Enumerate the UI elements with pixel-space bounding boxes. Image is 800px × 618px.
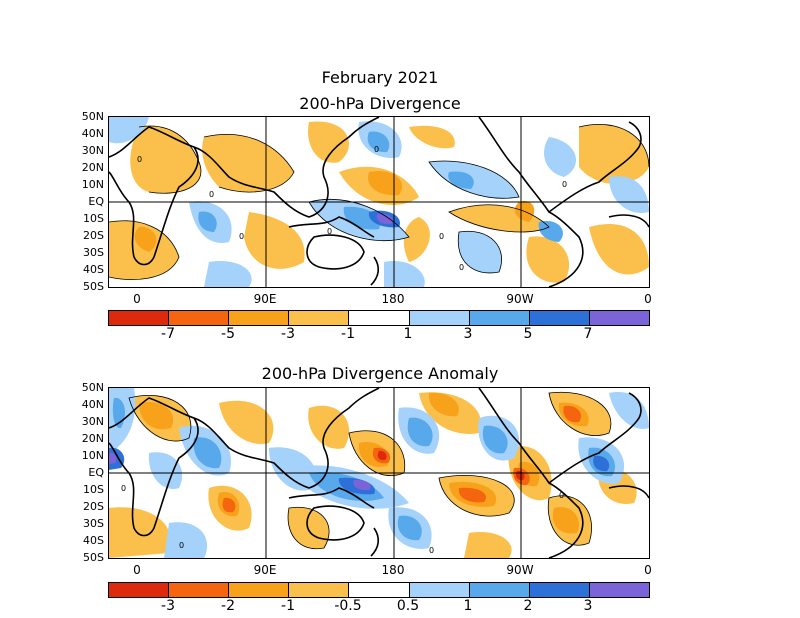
contour-label: 0 [179,541,184,550]
colorbar-label: 2 [523,598,533,614]
divergence-anomaly-map: 0 0 0 0 [108,387,650,559]
colorbar-swatch [529,583,590,597]
divergence-map: 0 0 0 0 0 0 0 0 [108,116,650,288]
lat-label: 10N [81,178,104,191]
lat-label: 10S [83,212,104,225]
colorbar-label: 1 [463,598,473,614]
lat-label: 20N [81,161,104,174]
lat-label: 20S [83,229,104,242]
colorbar-swatch [109,311,170,325]
colorbar-swatch [409,311,470,325]
contour-label: 0 [209,190,214,199]
lon-label: 180 [381,292,405,306]
colorbar-swatch [229,311,290,325]
lon-label: 90E [253,292,277,306]
colorbar-label: 7 [583,326,593,342]
colorbar-label: -1 [341,326,355,342]
colorbar-swatch [169,311,230,325]
colorbar-swatch [409,583,470,597]
lon-label: 0 [133,292,141,306]
figure-title: February 2021 [321,68,439,87]
lat-label: 20N [81,432,104,445]
lon-label: 0 [133,563,141,577]
colorbar-label: -3 [161,598,175,614]
colorbar-label: -0.5 [334,598,362,614]
lon-label: 90E [253,563,277,577]
lat-label: 30N [81,415,104,428]
lon-label: 0 [644,563,652,577]
top-panel-title: 200-hPa Divergence [299,94,461,113]
contour-label: 0 [439,232,444,241]
lat-label: 20S [83,500,104,513]
colorbar-label: -2 [221,598,235,614]
contour-label: 0 [327,227,332,236]
colorbar-label: -5 [221,326,235,342]
colorbar-label: 3 [583,598,593,614]
lat-label: 30N [81,144,104,157]
colorbar-swatch [229,583,290,597]
lat-label: 30S [83,517,104,530]
lat-label: 30S [83,246,104,259]
contour-label: 0 [429,546,434,555]
contour-label: 0 [121,484,126,493]
lat-label: EQ [88,466,104,479]
lat-label: 10N [81,449,104,462]
colorbar-label: 0.5 [396,598,420,614]
bottom-panel-title: 200-hPa Divergence Anomaly [261,364,499,383]
contour-label: 0 [137,155,142,164]
divergence-field: 0 0 0 0 0 0 0 0 [109,117,649,287]
lat-label: EQ [88,195,104,208]
colorbar-label: -3 [281,326,295,342]
lon-label: 90W [506,563,534,577]
colorbar-swatch [589,311,649,325]
colorbar-label: -1 [281,598,295,614]
colorbar-label: 5 [523,326,533,342]
colorbar-swatch [289,583,350,597]
colorbar-swatch [109,583,170,597]
contour-label: 0 [459,263,464,272]
bottom-colorbar [108,582,650,598]
colorbar-swatch [169,583,230,597]
lat-label: 50N [81,110,104,123]
colorbar-label: 1 [403,326,413,342]
lat-label: 50S [83,551,104,564]
lat-label: 40N [81,398,104,411]
contour-label: 0 [559,491,564,500]
colorbar-label: -7 [161,326,175,342]
lon-label: 0 [644,292,652,306]
colorbar-swatch [289,311,350,325]
divergence-anomaly-field: 0 0 0 0 [109,388,649,558]
top-colorbar [108,310,650,326]
lat-label: 50N [81,381,104,394]
lon-label: 90W [506,292,534,306]
lat-label: 10S [83,483,104,496]
colorbar-swatch [349,583,410,597]
lat-label: 50S [83,280,104,293]
lat-label: 40N [81,127,104,140]
lat-label: 40S [83,534,104,547]
colorbar-label: 3 [463,326,473,342]
contour-label: 0 [239,232,244,241]
colorbar-swatch [349,311,410,325]
lon-label: 180 [381,563,405,577]
colorbar-swatch [469,311,530,325]
colorbar-swatch [589,583,649,597]
colorbar-swatch [529,311,590,325]
contour-label: 0 [562,180,567,189]
contour-label: 0 [374,145,379,154]
colorbar-swatch [469,583,530,597]
lat-label: 40S [83,263,104,276]
